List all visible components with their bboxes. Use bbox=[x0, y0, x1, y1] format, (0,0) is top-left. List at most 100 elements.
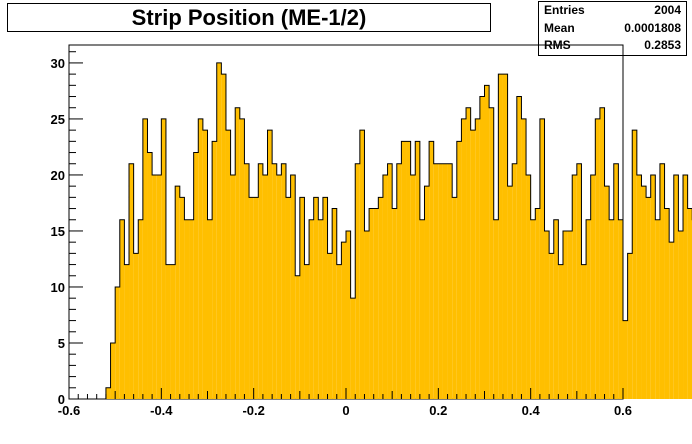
histogram-bar bbox=[142, 118, 148, 399]
histogram-bar bbox=[516, 96, 522, 399]
histogram-bar bbox=[212, 141, 217, 399]
histogram-bar bbox=[406, 141, 411, 399]
histogram-bar bbox=[327, 253, 333, 399]
histogram-bar bbox=[110, 342, 116, 399]
histogram-bar bbox=[479, 96, 485, 399]
histogram-bar bbox=[562, 230, 568, 399]
histogram-bar bbox=[262, 174, 268, 399]
histogram-bar bbox=[133, 253, 139, 399]
histogram-bar bbox=[253, 197, 259, 399]
histogram-bar bbox=[382, 174, 388, 399]
histogram-bar bbox=[415, 141, 420, 399]
histogram-bar bbox=[456, 141, 462, 399]
histogram-bar bbox=[526, 174, 531, 399]
histogram-bar bbox=[216, 62, 222, 400]
chart-title-box: Strip Position (ME-1/2) bbox=[7, 3, 491, 32]
histogram-bar bbox=[646, 197, 651, 399]
histogram-bar bbox=[512, 163, 517, 399]
histogram-bar bbox=[599, 107, 605, 399]
histogram-bar bbox=[498, 74, 503, 399]
histogram-bar bbox=[152, 174, 157, 399]
histogram-bar bbox=[138, 219, 143, 399]
chart-title: Strip Position (ME-1/2) bbox=[131, 4, 367, 30]
histogram-bar bbox=[678, 230, 684, 399]
histogram-bar bbox=[350, 298, 356, 399]
histogram-bar bbox=[447, 163, 453, 399]
histogram-bar bbox=[378, 197, 383, 399]
histogram-bar bbox=[392, 208, 397, 399]
x-tick-label: -0.6 bbox=[58, 403, 80, 418]
y-tick-label: 15 bbox=[51, 224, 65, 239]
stats-box: Entries 2004 Mean 0.0001808 RMS 0.2853 bbox=[538, 1, 687, 56]
histogram-bar bbox=[442, 163, 448, 399]
histogram-bar bbox=[664, 208, 670, 399]
histogram-bar bbox=[276, 174, 282, 399]
histogram-bar bbox=[595, 118, 600, 399]
histogram-bar bbox=[401, 141, 407, 399]
histogram-bar bbox=[530, 219, 536, 399]
histogram-bar bbox=[553, 219, 559, 399]
stat-value: 2004 bbox=[654, 3, 681, 17]
histogram-bar bbox=[673, 174, 679, 399]
histogram-bar bbox=[202, 130, 208, 400]
histogram-bar bbox=[235, 107, 240, 399]
histogram-bar bbox=[230, 174, 236, 399]
histogram-bar bbox=[124, 264, 130, 399]
x-tick-label: 0.6 bbox=[614, 403, 632, 418]
histogram-bar bbox=[466, 107, 471, 399]
histogram-bar bbox=[281, 163, 286, 399]
y-tick-label: 30 bbox=[51, 56, 65, 71]
histogram-bar bbox=[309, 219, 314, 399]
histogram-bar bbox=[147, 152, 153, 399]
histogram-bar bbox=[387, 163, 393, 399]
histogram-bar bbox=[433, 163, 439, 399]
histogram-bar bbox=[156, 174, 162, 399]
histogram-bar bbox=[475, 118, 480, 399]
histogram-bar bbox=[221, 74, 226, 399]
histogram-bar bbox=[193, 152, 199, 399]
histogram-bar bbox=[429, 141, 434, 399]
histogram-bar bbox=[285, 197, 291, 399]
histogram-bar bbox=[119, 219, 125, 399]
histogram-bar bbox=[346, 230, 351, 399]
histogram-bar bbox=[493, 219, 499, 399]
stat-value: 0.2853 bbox=[644, 38, 681, 52]
histogram-bar bbox=[165, 264, 171, 399]
histogram-bar bbox=[189, 219, 194, 399]
histogram-bar bbox=[683, 174, 688, 399]
histogram-bar bbox=[438, 163, 443, 399]
histogram-bar bbox=[304, 264, 310, 399]
histogram-outline bbox=[105, 62, 692, 399]
histogram-bar bbox=[604, 186, 610, 399]
histogram-bar bbox=[655, 219, 660, 399]
histogram-bar bbox=[687, 208, 692, 399]
stat-label: Entries bbox=[544, 3, 585, 17]
histogram-bar bbox=[369, 208, 374, 399]
histogram-bar bbox=[244, 163, 250, 399]
x-tick-label: 0 bbox=[342, 403, 349, 418]
histogram-bar bbox=[539, 118, 545, 399]
histogram-bar bbox=[318, 219, 323, 399]
histogram-bar bbox=[225, 130, 231, 400]
histogram-bar bbox=[502, 74, 508, 399]
histogram-bar bbox=[179, 197, 185, 399]
histogram-bar bbox=[249, 197, 254, 399]
histogram-bar bbox=[669, 242, 674, 399]
stat-row-mean: Mean 0.0001808 bbox=[544, 20, 681, 38]
histogram-bar bbox=[535, 208, 540, 399]
histogram-bar bbox=[313, 197, 319, 399]
histogram-bar bbox=[572, 174, 577, 399]
histogram-bar bbox=[410, 174, 416, 399]
histogram-bar bbox=[424, 186, 430, 399]
histogram-bar bbox=[115, 286, 120, 399]
histogram-bar bbox=[558, 264, 563, 399]
histogram-bar bbox=[272, 163, 277, 399]
histogram-bar bbox=[623, 320, 628, 399]
histogram-bar bbox=[489, 107, 494, 399]
histogram-bar bbox=[586, 219, 591, 399]
histogram-bar bbox=[239, 118, 245, 399]
histogram-bar bbox=[332, 208, 337, 399]
histogram-bar bbox=[618, 219, 623, 399]
histogram-bar bbox=[567, 230, 573, 399]
